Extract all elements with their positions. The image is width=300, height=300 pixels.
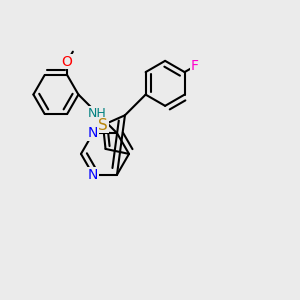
Text: NH: NH <box>88 107 107 120</box>
Text: N: N <box>88 126 98 140</box>
Text: N: N <box>88 168 98 182</box>
Text: O: O <box>62 55 73 68</box>
Text: F: F <box>191 59 199 73</box>
Text: S: S <box>98 118 108 133</box>
